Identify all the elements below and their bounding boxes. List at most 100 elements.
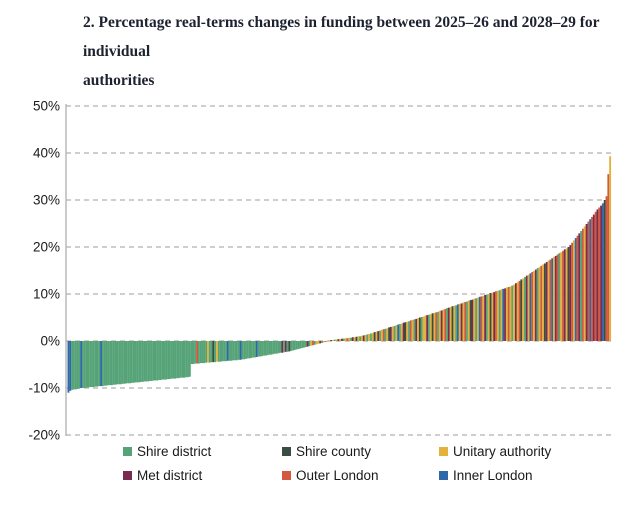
bar-authority bbox=[243, 341, 246, 360]
bar-authority bbox=[404, 322, 407, 341]
gridlines bbox=[66, 105, 611, 436]
bar-authority bbox=[598, 207, 601, 341]
bar-authority bbox=[346, 338, 349, 341]
bar-authority bbox=[158, 341, 160, 381]
bar-authority bbox=[359, 336, 362, 341]
bar-authority bbox=[279, 341, 282, 353]
bar-authority bbox=[225, 341, 227, 362]
bar-authority bbox=[230, 341, 233, 361]
bar-authority bbox=[196, 341, 198, 364]
bar-authority bbox=[534, 269, 537, 341]
bar-authority bbox=[478, 296, 481, 341]
bar-authority bbox=[428, 314, 430, 341]
bar-authority bbox=[304, 341, 307, 348]
legend-label: Outer London bbox=[296, 468, 379, 483]
bar-authority bbox=[156, 341, 159, 381]
bar-authority bbox=[406, 321, 409, 341]
y-tick-0: 0% bbox=[40, 334, 60, 349]
bar-authority bbox=[583, 226, 586, 341]
bar-authority bbox=[545, 262, 548, 341]
met-district-swatch-icon bbox=[123, 471, 132, 480]
bar-authority bbox=[388, 327, 391, 341]
y-tick-10: 10% bbox=[33, 287, 60, 302]
bar-authority bbox=[255, 341, 258, 357]
bar-authority bbox=[466, 301, 468, 341]
bar-authority bbox=[123, 341, 126, 384]
bar-authority bbox=[469, 300, 472, 341]
bar-authority bbox=[266, 341, 269, 356]
bar-authority bbox=[529, 273, 532, 341]
bar-authority bbox=[250, 341, 253, 358]
bar-authority bbox=[500, 289, 503, 341]
bar-authority bbox=[277, 341, 280, 354]
bar-authority bbox=[288, 341, 291, 352]
bar-authority bbox=[257, 341, 260, 357]
bar-authority bbox=[221, 341, 224, 362]
bar-authority bbox=[438, 310, 441, 341]
bar-authority bbox=[377, 331, 380, 341]
bar-authority bbox=[375, 331, 378, 341]
bar-authority bbox=[112, 341, 115, 385]
bar-authority bbox=[402, 322, 405, 341]
bar-authority bbox=[161, 341, 164, 380]
bar-authority bbox=[538, 267, 541, 341]
bar-authority bbox=[154, 341, 157, 381]
bar-authority bbox=[386, 328, 389, 341]
bar-authority bbox=[364, 334, 367, 341]
bar-authority bbox=[578, 233, 581, 341]
bar-authority bbox=[502, 288, 505, 341]
bar-authority bbox=[319, 341, 322, 344]
bar-authority bbox=[480, 296, 483, 341]
bar-authority bbox=[89, 341, 92, 388]
chart-legend: Shire district Shire county Unitary auth… bbox=[123, 444, 551, 483]
bar-authority bbox=[487, 294, 490, 341]
bar-authority bbox=[370, 333, 372, 341]
bar-authority bbox=[312, 341, 314, 346]
bar-authority bbox=[368, 333, 371, 341]
bar-authority bbox=[178, 341, 180, 379]
bar-authority bbox=[558, 253, 561, 341]
bar-authority bbox=[81, 341, 84, 388]
bar-authority bbox=[415, 318, 418, 341]
bar-authority bbox=[176, 341, 179, 379]
bar-authority bbox=[333, 339, 336, 341]
bar-authority bbox=[332, 340, 334, 341]
legend-item-inner-london: Inner London bbox=[439, 468, 551, 483]
bar-authority bbox=[437, 311, 439, 341]
bar-authority bbox=[310, 341, 313, 346]
y-tick-40: 40% bbox=[33, 146, 60, 161]
bar-authority bbox=[72, 341, 75, 390]
bar-authority bbox=[313, 341, 316, 345]
bar-authority bbox=[192, 341, 195, 365]
bar-authority bbox=[120, 341, 122, 385]
bar-authority bbox=[449, 307, 452, 341]
legend-item-shire-county: Shire county bbox=[282, 444, 439, 459]
bar-authority bbox=[168, 341, 171, 380]
bar-authority bbox=[187, 341, 189, 378]
bar-authority bbox=[172, 341, 175, 379]
bar-authority bbox=[424, 315, 427, 341]
bar-authority bbox=[542, 264, 545, 341]
y-tick-neg20: -20% bbox=[28, 428, 60, 443]
bar-authority bbox=[194, 341, 197, 364]
bar-authority bbox=[232, 341, 235, 361]
bar-authority bbox=[520, 279, 523, 341]
bar-authority bbox=[116, 341, 119, 385]
bar-authority bbox=[393, 325, 396, 341]
bar-authority bbox=[290, 341, 293, 351]
bar-authority bbox=[223, 341, 226, 362]
bar-authority bbox=[67, 341, 70, 393]
bar-authority bbox=[197, 341, 200, 364]
bar-authority bbox=[514, 283, 517, 341]
bar-authority bbox=[350, 337, 352, 341]
bar-authority bbox=[235, 341, 238, 361]
bar-authority bbox=[299, 341, 302, 349]
bar-authority bbox=[464, 301, 467, 341]
bar-authority bbox=[174, 341, 177, 379]
bar-authority bbox=[212, 341, 215, 363]
chart-title: 2. Percentage real-terms changes in fund… bbox=[83, 8, 634, 95]
y-tick-neg10: -10% bbox=[28, 381, 60, 396]
bar-authority bbox=[190, 341, 193, 365]
bar-authority bbox=[105, 341, 108, 386]
bar-authority bbox=[440, 310, 443, 341]
